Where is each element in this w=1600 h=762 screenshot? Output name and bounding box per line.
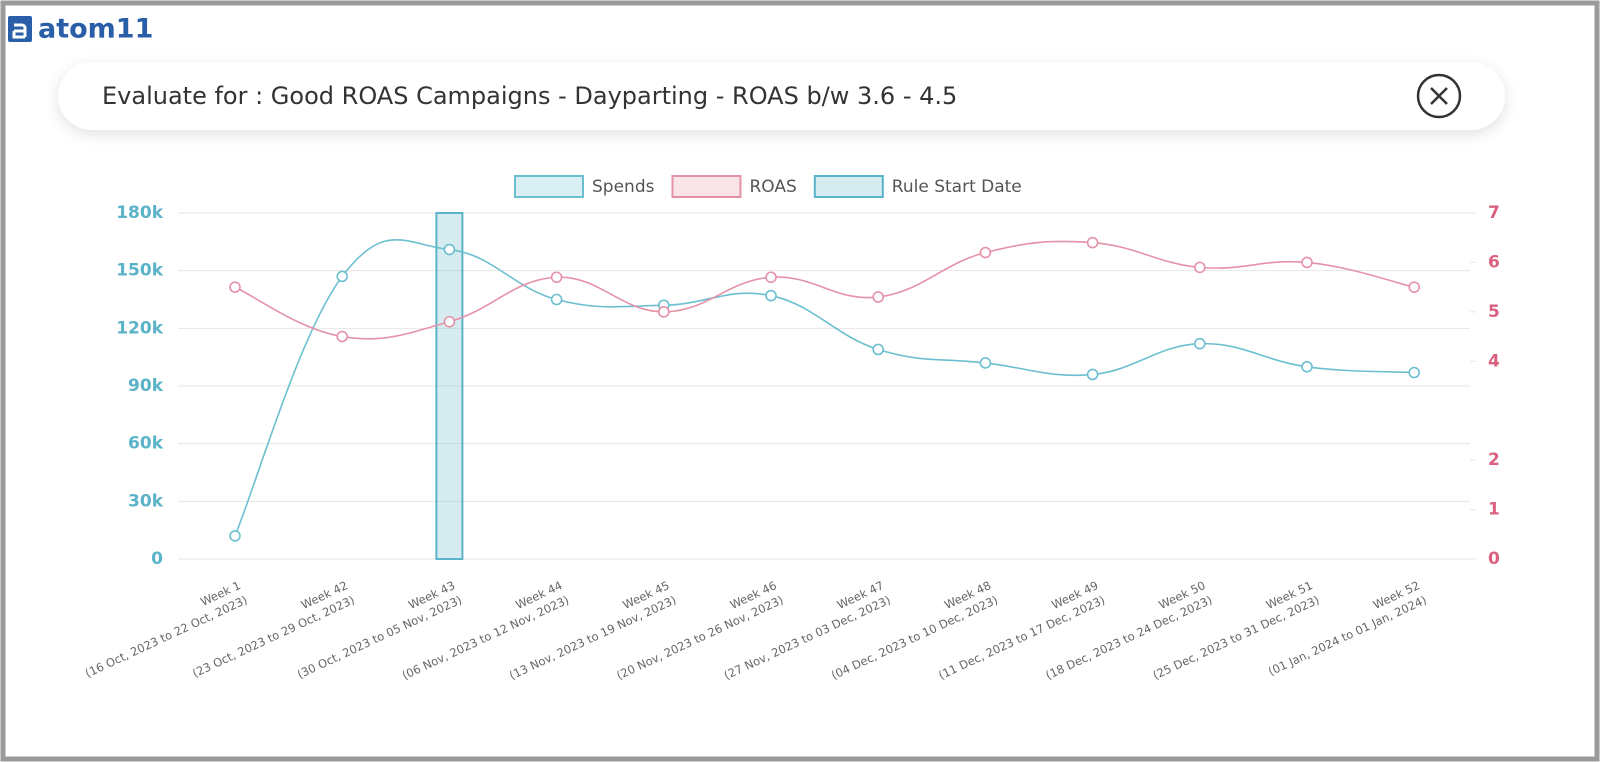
point xyxy=(336,270,349,283)
y2-tick-label: 2 xyxy=(1488,450,1500,470)
point xyxy=(979,357,992,369)
logo-glyph xyxy=(12,23,27,39)
point xyxy=(550,271,563,284)
point xyxy=(1086,236,1099,249)
point xyxy=(872,291,885,303)
y-tick-label: 0 xyxy=(151,549,163,569)
point xyxy=(443,243,456,256)
point xyxy=(443,315,456,328)
legend-label: Spends xyxy=(592,177,655,197)
logo-text: atom11 xyxy=(38,14,153,45)
point xyxy=(229,281,241,293)
point xyxy=(1301,256,1313,269)
point xyxy=(1301,360,1313,373)
point xyxy=(1408,366,1420,379)
y-tick-label: 30k xyxy=(128,491,164,511)
legend-label: Rule Start Date xyxy=(892,177,1022,197)
y-tick-label: 180k xyxy=(116,203,163,223)
evaluate-title: Evaluate for : Good ROAS Campaigns - Day… xyxy=(102,82,957,110)
legend-label: ROAS xyxy=(749,177,796,197)
point xyxy=(872,343,885,356)
point xyxy=(1408,281,1420,293)
legend-swatch xyxy=(671,175,742,198)
point xyxy=(979,246,992,259)
y-tick-label: 60k xyxy=(128,434,164,454)
y2-tick-label: 1 xyxy=(1488,500,1500,520)
rule-start-bar xyxy=(435,212,464,560)
y2-tick-label: 6 xyxy=(1488,252,1500,272)
point xyxy=(1086,368,1099,381)
legend-swatch xyxy=(514,175,584,198)
legend-swatch xyxy=(813,175,884,198)
y2-tick-label: 5 xyxy=(1488,302,1500,322)
point xyxy=(765,271,777,284)
y2-tick-label: 0 xyxy=(1488,549,1500,569)
point xyxy=(229,530,241,542)
point xyxy=(1194,337,1206,350)
point xyxy=(765,289,777,302)
close-button[interactable] xyxy=(1416,73,1462,119)
y-tick-label: 90k xyxy=(128,376,164,396)
point xyxy=(336,330,349,343)
y-tick-label: 150k xyxy=(116,261,163,281)
y-tick-label: 120k xyxy=(116,318,163,338)
point xyxy=(1194,261,1206,274)
y2-tick-label: 7 xyxy=(1488,203,1500,223)
point xyxy=(657,306,670,318)
y2-tick-label: 4 xyxy=(1488,351,1500,371)
point xyxy=(550,293,563,306)
evaluate-bar xyxy=(58,62,1505,130)
